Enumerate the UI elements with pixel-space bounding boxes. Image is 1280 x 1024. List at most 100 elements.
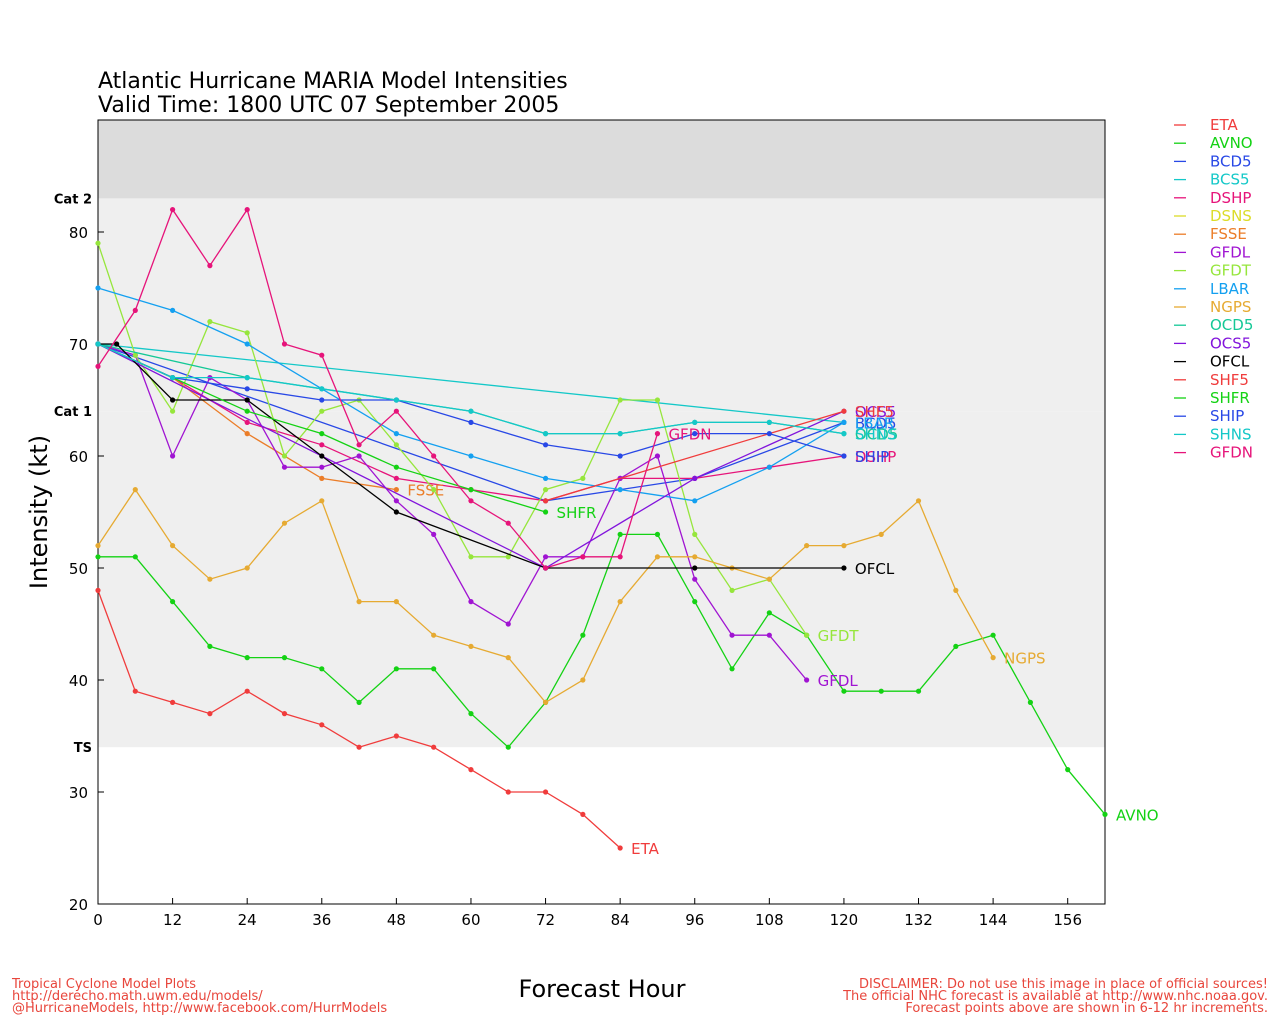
data-point <box>393 397 399 403</box>
footer-left-line: Tropical Cyclone Model Plots <box>11 977 196 992</box>
data-point <box>542 554 549 560</box>
data-point <box>281 711 288 717</box>
legend-entry: DSNS <box>1210 207 1252 225</box>
data-point <box>169 599 176 605</box>
series-end-label: FSSE <box>407 482 444 500</box>
data-point <box>207 263 213 269</box>
data-point <box>1102 811 1108 818</box>
y-tick-label: 70 <box>69 336 88 354</box>
legend-entry: BCD5 <box>1210 152 1252 170</box>
data-point <box>766 431 772 437</box>
series-end-label: NGPS <box>1004 650 1045 668</box>
data-point <box>132 352 138 358</box>
data-point <box>244 431 250 437</box>
data-point <box>617 397 623 403</box>
data-point <box>580 677 586 683</box>
data-point <box>468 599 474 605</box>
series-end-label: SHFR <box>557 504 597 522</box>
data-point <box>356 442 362 448</box>
data-point <box>505 789 511 795</box>
data-point <box>431 531 437 538</box>
y-tick-label: 80 <box>69 224 88 242</box>
x-tick-label: 36 <box>312 911 331 929</box>
data-point <box>95 587 101 594</box>
series-line <box>97 242 808 636</box>
x-tick-label: 60 <box>461 911 480 929</box>
data-point <box>804 677 810 683</box>
data-point <box>319 464 325 470</box>
series-end-label: OCD5 <box>855 426 898 444</box>
data-point <box>95 341 101 347</box>
series-end-label: OFCL <box>855 560 895 578</box>
band-label: TS <box>74 741 92 756</box>
data-point <box>580 632 586 638</box>
data-point <box>468 453 474 459</box>
data-point <box>692 554 698 560</box>
legend-entry: ETA <box>1210 116 1238 134</box>
data-point <box>244 375 250 381</box>
legend-entry: SHNS <box>1210 425 1252 443</box>
data-point <box>468 711 474 717</box>
footer-right-line: The official NHC forecast is available a… <box>842 989 1268 1004</box>
data-point <box>505 655 511 661</box>
data-point <box>169 699 176 706</box>
x-tick-label: 12 <box>163 911 182 929</box>
data-point <box>580 554 586 560</box>
series-end-label: SHIP <box>855 448 889 466</box>
footer-right-line: Forecast points above are shown in 6-12 … <box>905 1001 1268 1016</box>
data-point <box>169 375 176 381</box>
x-tick-label: 0 <box>93 911 103 929</box>
data-point <box>244 408 250 414</box>
data-point <box>95 554 101 560</box>
data-point <box>468 767 474 773</box>
data-point <box>617 599 623 605</box>
data-point <box>393 733 399 739</box>
data-point <box>617 554 623 560</box>
plot-frame <box>97 119 1106 905</box>
intensity-band <box>98 411 1105 748</box>
data-point <box>114 341 120 347</box>
data-point <box>692 576 698 582</box>
data-point <box>393 666 399 672</box>
data-point <box>990 632 996 638</box>
data-point <box>95 363 101 369</box>
data-point <box>319 453 325 459</box>
data-point <box>841 419 847 425</box>
data-point <box>169 543 176 549</box>
data-point <box>654 453 661 459</box>
data-point <box>542 565 549 571</box>
data-point <box>617 453 623 459</box>
data-point <box>468 498 474 504</box>
data-point <box>132 688 138 694</box>
data-point <box>169 408 176 414</box>
data-point <box>244 565 250 571</box>
chart-title-line: Valid Time: 1800 UTC 07 September 2005 <box>98 93 559 118</box>
data-point <box>393 509 399 515</box>
data-point <box>431 666 437 672</box>
data-point <box>692 431 698 437</box>
data-point <box>393 442 399 448</box>
x-tick-label: 156 <box>1053 911 1082 929</box>
data-point <box>393 487 399 493</box>
data-point <box>692 565 698 571</box>
data-point <box>841 565 847 571</box>
legend-entry: SHIP <box>1210 407 1244 425</box>
data-point <box>319 498 325 504</box>
series-end-label: ETA <box>631 840 659 858</box>
data-point <box>169 307 176 313</box>
data-point <box>804 543 810 549</box>
data-point <box>729 587 735 594</box>
data-point <box>132 487 138 493</box>
x-axis-label: Forecast Hour <box>519 975 686 1003</box>
y-tick-label: 40 <box>69 672 88 690</box>
data-point <box>356 699 362 706</box>
data-point <box>431 453 437 459</box>
data-point <box>244 341 250 347</box>
legend-entry: OCD5 <box>1210 316 1253 334</box>
data-point <box>841 431 847 437</box>
data-point <box>692 498 698 504</box>
x-tick-label: 72 <box>536 911 555 929</box>
data-point <box>692 475 698 481</box>
data-point <box>244 330 250 336</box>
data-point <box>393 599 399 605</box>
